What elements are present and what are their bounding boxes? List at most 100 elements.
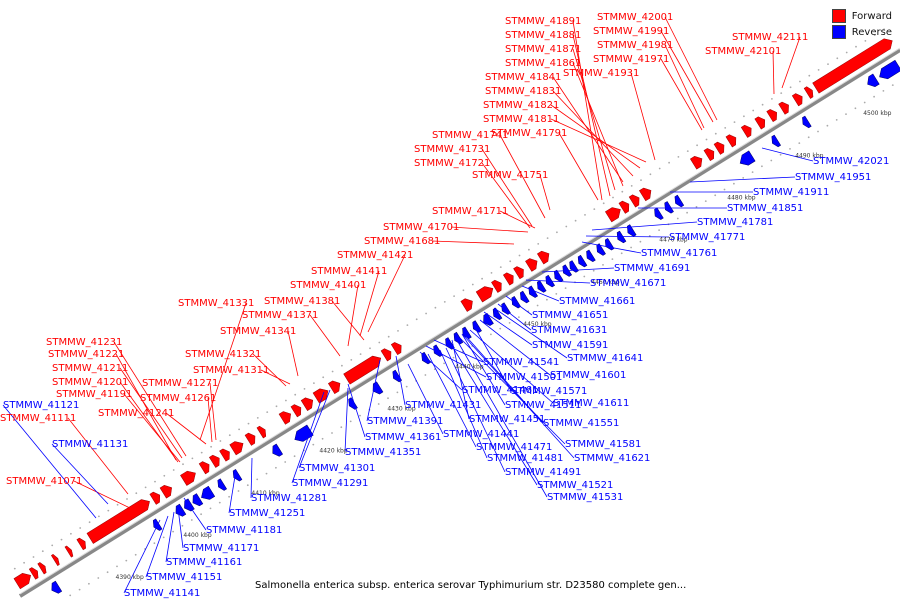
reverse-gene (152, 518, 163, 531)
guide-dot (397, 330, 399, 332)
guide-dot (789, 148, 791, 150)
guide-dot (602, 264, 604, 266)
guide-dot (256, 417, 259, 419)
forward-gene (513, 266, 524, 280)
guide-dot (275, 466, 277, 469)
forward-gene (159, 484, 172, 499)
reverse-gene-label: STMMW_41911 (753, 187, 829, 198)
reverse-gene (586, 249, 596, 263)
guide-dot (135, 492, 138, 495)
reverse-leader-line (2, 404, 97, 519)
reverse-gene (462, 326, 472, 340)
guide-dot (415, 318, 418, 321)
guide-dot (452, 356, 455, 359)
guide-dot (780, 92, 783, 94)
forward-gene-label: STMMW_41371 (242, 310, 318, 321)
guide-dot (583, 275, 586, 278)
guide-dot (293, 455, 296, 458)
reverse-leader-line (407, 363, 444, 435)
guide-dot (817, 130, 819, 133)
guide-dot (162, 536, 165, 539)
reverse-gene (577, 254, 588, 268)
forward-gene-label: STMMW_41111 (0, 413, 76, 424)
reverse-leader-line (395, 355, 406, 406)
genome-backbone-highlight (19, 47, 900, 595)
forward-gene-label: STMMW_41931 (563, 68, 639, 79)
guide-dot (256, 478, 259, 481)
forward-leader-line (481, 162, 531, 229)
guide-dot (200, 451, 203, 454)
guide-dot (556, 231, 558, 234)
guide-dot (499, 327, 502, 330)
guide-dot (396, 391, 399, 394)
forward-leader-line (287, 330, 299, 377)
reverse-gene-label: STMMW_41461 (462, 385, 538, 396)
reverse-gene-label: STMMW_41521 (537, 480, 613, 491)
guide-dot (312, 443, 315, 446)
forward-leader-line (781, 36, 801, 89)
reverse-leader-line (425, 345, 487, 378)
forward-gene-label: STMMW_41411 (311, 266, 387, 277)
forward-leader-line (552, 76, 624, 183)
guide-dot (246, 484, 249, 487)
guide-dot (125, 559, 128, 562)
guide-dot (266, 411, 269, 413)
reverse-leader-line (761, 147, 814, 162)
forward-gene-label: STMMW_41071 (6, 476, 82, 487)
forward-gene-label: STMMW_41211 (52, 363, 128, 374)
guide-dot (593, 208, 596, 211)
forward-leader-line (115, 353, 177, 461)
reverse-gene-label: STMMW_41781 (697, 217, 773, 228)
guide-dot (518, 316, 520, 318)
reverse-leader-line (483, 311, 533, 346)
guide-dot (78, 588, 81, 591)
guide-dot (247, 422, 250, 425)
reverse-gene-label: STMMW_41511 (505, 400, 581, 411)
forward-gene-label: STMMW_42101 (705, 46, 781, 57)
forward-gene-label: STMMW_41751 (472, 170, 548, 181)
reverse-gene (879, 59, 900, 80)
guide-dot (761, 165, 763, 168)
guide-dot (88, 582, 90, 585)
reverse-gene (217, 478, 228, 491)
guide-dot (191, 457, 194, 460)
guide-dot (676, 217, 679, 220)
axis-tick-label: 4480 kbp (727, 195, 755, 202)
reverse-gene (616, 230, 627, 244)
reverse-leader-line (689, 176, 796, 183)
forward-gene-label: STMMW_42001 (597, 12, 673, 23)
forward-gene-label: STMMW_41381 (264, 296, 340, 307)
guide-dot (106, 571, 109, 574)
forward-leader-line (550, 118, 647, 163)
reverse-leader-line (366, 359, 381, 422)
forward-gene-label: STMMW_41861 (505, 58, 581, 69)
reverse-gene-label: STMMW_41491 (505, 467, 581, 478)
guide-dot (677, 156, 680, 158)
reverse-gene-label: STMMW_41121 (3, 400, 79, 411)
forward-leader-line (664, 44, 705, 129)
guide-dot (490, 272, 493, 274)
guide-dot (845, 51, 848, 54)
forward-gene-label: STMMW_41261 (140, 393, 216, 404)
guide-dot (835, 119, 838, 121)
guide-dot (294, 393, 297, 396)
forward-gene (713, 141, 725, 155)
forward-gene (703, 148, 715, 162)
guide-dot (827, 63, 829, 65)
forward-gene-label: STMMW_41701 (383, 222, 459, 233)
genome-backbone (18, 48, 900, 598)
reverse-gene (739, 150, 756, 166)
forward-leader-line (572, 34, 611, 197)
forward-gene (803, 86, 814, 99)
forward-gene (229, 441, 244, 456)
guide-dot (640, 179, 642, 182)
reverse-gene-label: STMMW_41481 (487, 453, 563, 464)
guide-dot (639, 240, 642, 243)
guide-dot (752, 109, 755, 112)
forward-gene-label: STMMW_41821 (483, 100, 559, 111)
reverse-gene-label: STMMW_42021 (813, 156, 889, 167)
axis-tick-label: 4470 kbp (659, 237, 687, 244)
forward-leader-line (481, 148, 533, 227)
guide-dot (218, 501, 221, 504)
forward-gene-label: STMMW_41831 (485, 86, 561, 97)
